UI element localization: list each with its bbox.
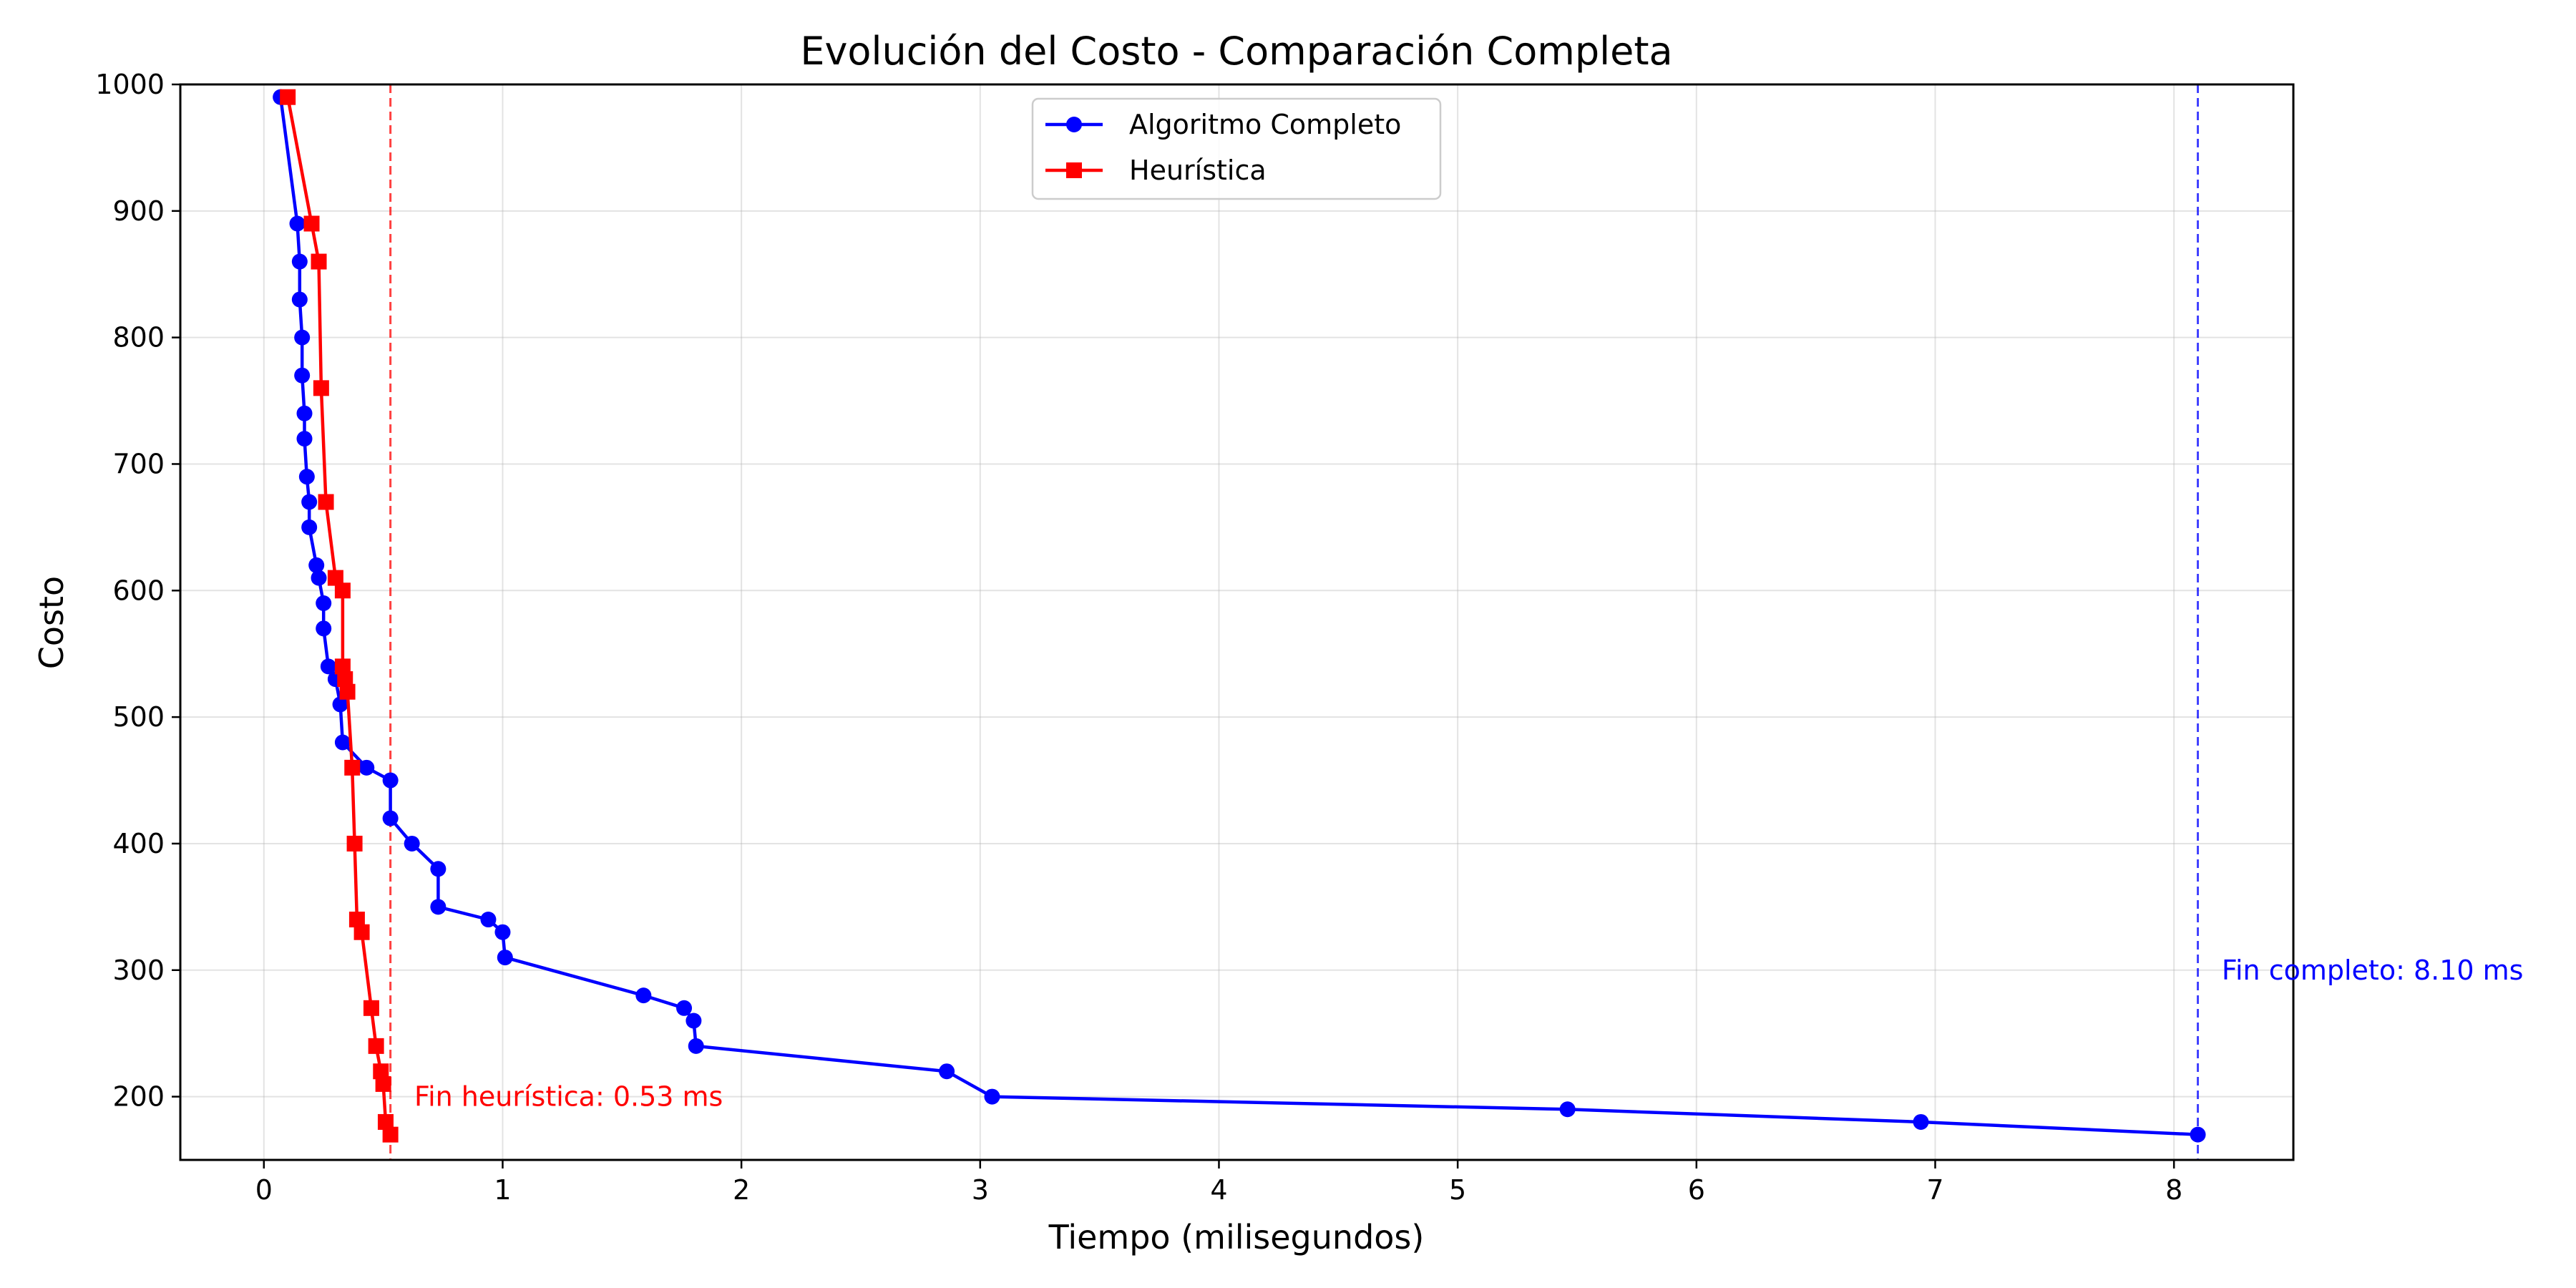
data-point xyxy=(337,671,353,688)
data-point xyxy=(301,494,318,510)
data-point xyxy=(289,215,306,232)
series-heuristica xyxy=(280,89,399,1143)
data-point xyxy=(301,519,318,535)
data-point xyxy=(334,734,351,751)
data-point xyxy=(318,494,334,510)
data-point xyxy=(308,557,325,573)
x-tick-label: 2 xyxy=(733,1174,750,1206)
y-axis-ticks: 200 300 400 500 600 700 800 900 1000 xyxy=(95,69,180,1113)
data-point xyxy=(294,329,311,346)
legend-marker xyxy=(1066,117,1082,132)
y-tick-label: 1000 xyxy=(95,69,165,100)
data-point xyxy=(311,253,327,270)
data-point xyxy=(984,1088,1000,1105)
data-point xyxy=(316,595,332,611)
data-point xyxy=(296,405,313,421)
data-point xyxy=(332,696,348,713)
data-point xyxy=(939,1063,955,1080)
x-tick-label: 4 xyxy=(1210,1174,1227,1206)
data-point xyxy=(1913,1113,1929,1130)
x-tick-label: 7 xyxy=(1926,1174,1943,1206)
data-point xyxy=(298,469,315,485)
legend-marker xyxy=(1066,162,1082,178)
x-tick-label: 0 xyxy=(255,1174,273,1206)
x-tick-label: 8 xyxy=(2165,1174,2182,1206)
data-point xyxy=(480,912,497,928)
data-point xyxy=(303,215,320,232)
grid-lines xyxy=(180,84,2293,1160)
annotations: Fin heurística: 0.53 ms Fin completo: 8.1… xyxy=(414,955,2523,1113)
y-tick-label: 600 xyxy=(112,575,165,606)
data-point xyxy=(377,1113,394,1130)
y-tick-label: 700 xyxy=(112,448,165,479)
x-tick-label: 5 xyxy=(1449,1174,1466,1206)
data-point xyxy=(334,658,351,675)
legend: Algoritmo Completo Heurística xyxy=(1031,97,1442,200)
y-axis-label: Costo xyxy=(32,576,71,669)
data-point xyxy=(353,924,370,940)
data-point xyxy=(2190,1126,2206,1143)
data-point xyxy=(375,1075,391,1092)
x-tick-label: 3 xyxy=(972,1174,989,1206)
chart-title: Evolución del Costo - Comparación Comple… xyxy=(800,29,1672,74)
data-point xyxy=(497,950,513,966)
end-time-annotation: Fin completo: 8.10 ms xyxy=(2222,955,2524,986)
data-point xyxy=(430,861,447,877)
data-point xyxy=(382,1126,399,1143)
legend-box xyxy=(1031,97,1442,200)
series-layer xyxy=(273,89,2206,1143)
data-point xyxy=(688,1038,704,1054)
data-point xyxy=(334,582,351,599)
data-point xyxy=(363,1000,379,1016)
y-tick-label: 400 xyxy=(112,828,165,859)
data-point xyxy=(373,1063,389,1080)
data-point xyxy=(494,924,511,940)
y-tick-label: 500 xyxy=(112,701,165,733)
data-point xyxy=(430,899,447,915)
data-point xyxy=(346,835,363,852)
x-axis-ticks: 0 1 2 3 4 5 6 7 8 xyxy=(255,1160,2182,1206)
series-algoritmo-completo xyxy=(273,89,2206,1143)
data-point xyxy=(316,620,332,637)
data-point xyxy=(291,253,308,270)
x-axis-label: Tiempo (milisegundos) xyxy=(1048,1218,1425,1257)
y-tick-label: 200 xyxy=(112,1081,165,1113)
data-point xyxy=(327,570,343,586)
legend-label: Heurística xyxy=(1129,155,1267,186)
plot-frame xyxy=(179,83,2295,1161)
y-tick-label: 800 xyxy=(112,322,165,353)
data-point xyxy=(382,772,399,789)
x-tick-label: 1 xyxy=(494,1174,511,1206)
data-point xyxy=(348,912,365,928)
data-point xyxy=(311,570,327,586)
data-point xyxy=(686,1013,702,1029)
data-point xyxy=(676,1000,693,1016)
data-point xyxy=(382,810,399,826)
y-tick-label: 900 xyxy=(112,195,165,227)
x-tick-label: 6 xyxy=(1688,1174,1705,1206)
y-tick-label: 300 xyxy=(112,955,165,986)
legend-label: Algoritmo Completo xyxy=(1129,109,1401,140)
data-point xyxy=(635,987,652,1004)
data-point xyxy=(358,759,375,776)
data-point xyxy=(280,89,296,105)
data-point xyxy=(368,1038,384,1054)
data-point xyxy=(313,380,329,396)
data-point xyxy=(339,683,356,700)
data-point xyxy=(404,835,420,852)
data-point xyxy=(296,431,313,447)
data-point xyxy=(291,291,308,308)
reference-lines xyxy=(389,84,2200,1160)
end-time-annotation: Fin heurística: 0.53 ms xyxy=(414,1081,723,1113)
data-point xyxy=(294,367,311,384)
data-point xyxy=(1559,1101,1576,1118)
data-point xyxy=(344,759,361,776)
data-point xyxy=(320,658,336,675)
